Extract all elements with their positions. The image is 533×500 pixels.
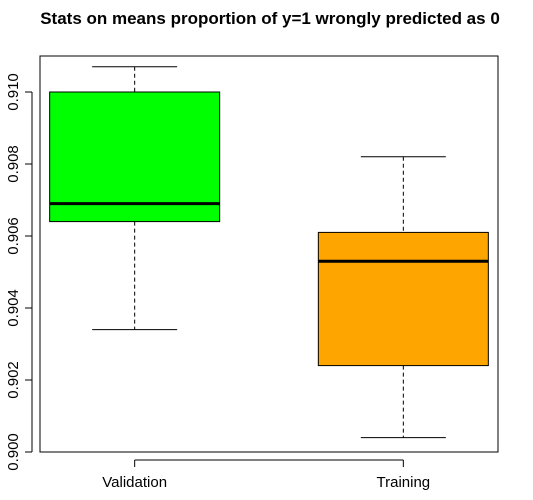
x-tick-label: Validation [102,474,167,491]
boxes-group [49,66,489,439]
plot-frame [39,55,499,453]
iqr-box [49,91,221,223]
y-tick-label: 0.908 [5,145,22,183]
box-validation [49,66,221,331]
iqr-box [317,231,489,367]
y-tick-label: 0.906 [5,217,22,255]
y-tick-label: 0.900 [5,433,22,471]
y-tick-label: 0.904 [5,289,22,327]
y-tick-label: 0.910 [5,73,22,111]
chart-title: Stats on means proportion of y=1 wrongly… [40,9,500,28]
x-tick-label: Training [377,474,431,491]
box-training [317,156,489,439]
y-tick-label: 0.902 [5,361,22,399]
x-axis: Validation Training [102,459,431,491]
y-axis: 0.900 0.902 0.904 0.906 0.908 0.910 [5,73,33,471]
